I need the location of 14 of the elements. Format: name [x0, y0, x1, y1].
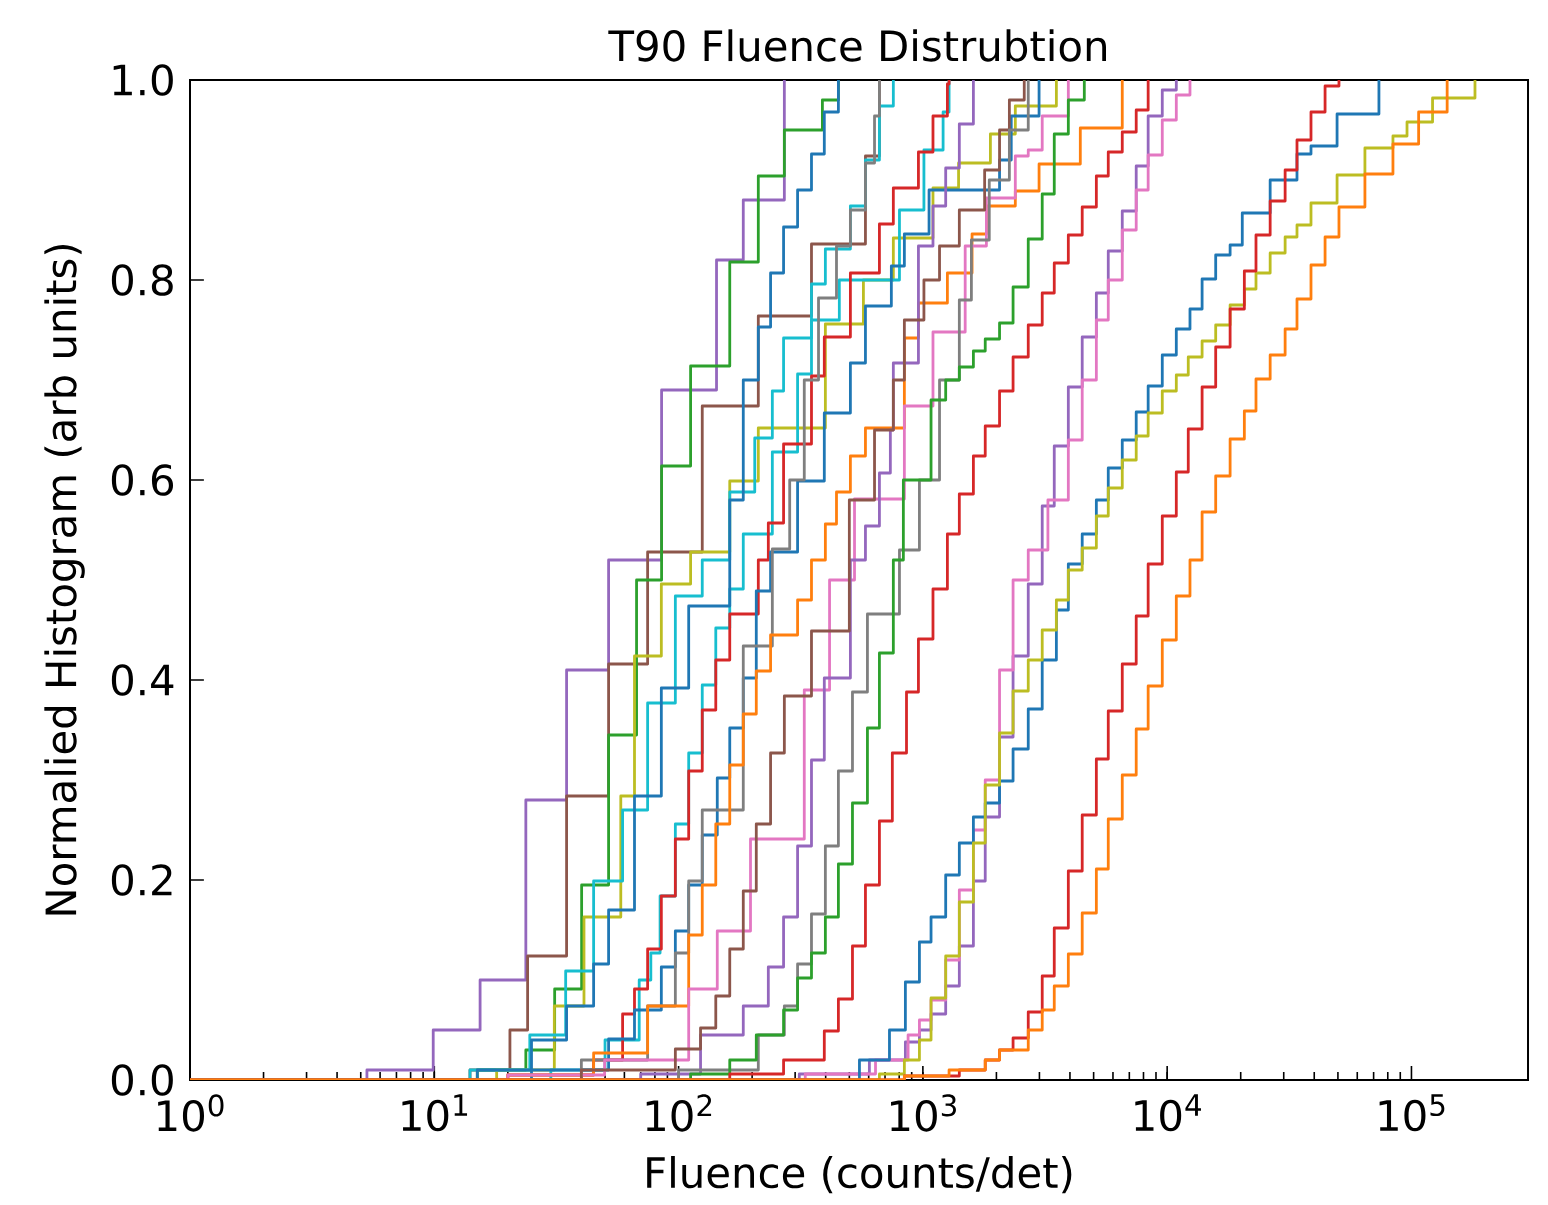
x-tick-label: 10$^{5}$ — [1379, 1094, 1445, 1132]
y-tick-label: 0.4 — [111, 664, 174, 696]
x-tick-label: 10$^{2}$ — [646, 1094, 712, 1132]
y-axis-title: Normalied Histogram (arb units) — [44, 244, 85, 915]
y-tick-label: 0.0 — [111, 1064, 173, 1096]
x-tick-label: 10$^{1}$ — [402, 1094, 468, 1132]
x-tick-label: 10$^{3}$ — [891, 1094, 956, 1132]
y-tick-label: 0.6 — [111, 464, 174, 496]
y-tick-label: 0.2 — [111, 864, 172, 896]
x-tick-label: 10$^{4}$ — [1135, 1094, 1201, 1132]
chart-title: T90 Fluence Distrubtion — [608, 29, 1106, 62]
y-tick-label: 0.8 — [111, 264, 173, 296]
x-axis-title: Fluence (counts/det) — [647, 1155, 1072, 1194]
y-tick-label: 1.0 — [113, 64, 173, 96]
